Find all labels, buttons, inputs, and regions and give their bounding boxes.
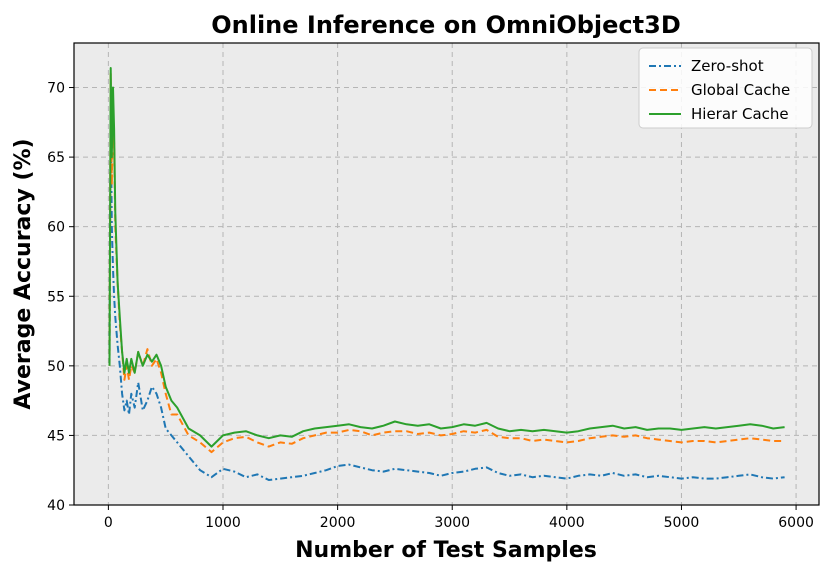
- legend: Zero-shot Global Cache Hierar Cache: [638, 47, 813, 129]
- legend-label: Global Cache: [691, 81, 790, 99]
- y-tick-label: 70: [47, 81, 65, 97]
- series-line-zero-shot: [108, 107, 785, 481]
- y-axis: 40 45 50 55 60 65 70: [47, 81, 74, 514]
- x-axis: 0 1000 2000 3000 4000 5000 6000: [104, 505, 814, 531]
- x-tick-label: 5000: [664, 515, 700, 531]
- x-tick-label: 2000: [320, 515, 356, 531]
- x-tick-label: 3000: [434, 515, 470, 531]
- x-tick-label: 4000: [549, 515, 585, 531]
- legend-label: Zero-shot: [691, 57, 764, 75]
- x-tick-label: 0: [104, 515, 113, 531]
- chart-title: Online Inference on OmniObject3D: [211, 11, 681, 39]
- legend-box: [638, 47, 813, 129]
- y-tick-label: 50: [47, 359, 65, 375]
- y-tick-label: 45: [47, 428, 65, 444]
- x-axis-title: Number of Test Samples: [295, 538, 597, 563]
- y-tick-label: 60: [47, 220, 65, 236]
- y-tick-label: 65: [47, 150, 65, 166]
- series-layer: [108, 67, 785, 481]
- y-axis-title: Average Accuracy (%): [11, 138, 36, 409]
- legend-label: Hierar Cache: [691, 105, 789, 123]
- x-tick-label: 1000: [205, 515, 241, 531]
- y-tick-label: 55: [47, 289, 65, 305]
- series-line-hierar-cache: [108, 67, 785, 448]
- x-tick-label: 6000: [778, 515, 814, 531]
- y-tick-label: 40: [47, 498, 65, 514]
- plot-frame: [73, 42, 820, 506]
